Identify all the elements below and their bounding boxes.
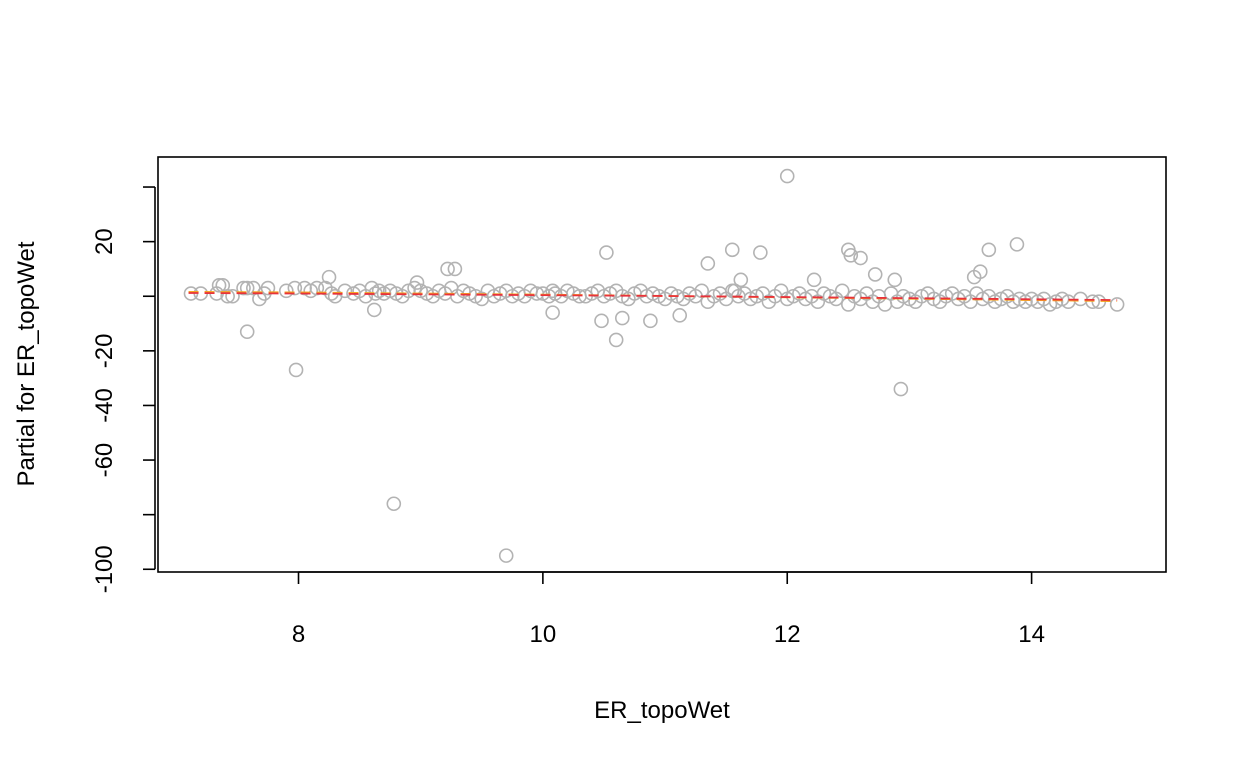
y-tick-label: -40 [91, 388, 118, 423]
data-point [337, 283, 353, 299]
points-layer [183, 168, 1125, 563]
data-point [1085, 294, 1100, 310]
data-point [779, 168, 795, 184]
data-point [614, 310, 630, 326]
data-point [981, 242, 997, 258]
data-point [724, 242, 740, 258]
data-point [288, 362, 304, 378]
data-point [733, 272, 749, 288]
y-tick-label: -20 [91, 334, 118, 369]
data-point [386, 496, 402, 512]
data-point [211, 278, 227, 293]
x-tick-label: 12 [774, 621, 801, 648]
x-tick-label: 10 [530, 621, 557, 648]
data-point [594, 313, 609, 329]
data-point [972, 264, 988, 279]
x-axis-title: ER_topoWet [594, 697, 730, 724]
x-tick-label: 14 [1018, 621, 1045, 648]
data-point [498, 548, 514, 563]
plot-frame [157, 156, 1167, 573]
y-tick-label: -60 [91, 443, 118, 478]
y-tick-label: -100 [91, 545, 118, 593]
data-point [834, 283, 850, 299]
data-point [447, 261, 463, 277]
data-point [366, 302, 382, 318]
data-point [252, 291, 267, 307]
data-point [599, 245, 614, 260]
data-point [321, 269, 337, 285]
x-axis: 8 10 12 14 [292, 571, 1045, 648]
data-point [608, 332, 624, 348]
data-point [887, 272, 903, 288]
data-point [309, 280, 325, 296]
data-point [409, 275, 425, 290]
data-point [545, 305, 560, 320]
data-point [1009, 237, 1025, 252]
data-point [1109, 297, 1125, 312]
data-point [236, 280, 251, 296]
data-point [853, 250, 868, 266]
y-axis-title: Partial for ER_topoWet [13, 241, 40, 486]
data-point [239, 280, 255, 296]
data-point [806, 272, 822, 288]
data-point [643, 313, 658, 329]
data-point [700, 256, 716, 271]
x-tick-label: 8 [292, 621, 305, 648]
fit-line [188, 292, 1118, 301]
data-point [893, 381, 909, 397]
y-axis: -100 -60 -40 -20 20 [91, 186, 156, 593]
data-point [672, 308, 688, 323]
data-point [753, 245, 768, 260]
data-point [843, 247, 859, 263]
data-point [440, 261, 455, 277]
data-point [867, 267, 883, 282]
fit-lines-layer [188, 290, 1118, 303]
data-point [260, 280, 276, 296]
data-point [278, 283, 294, 299]
data-point [239, 324, 255, 340]
y-tick-label: 20 [91, 228, 118, 255]
data-point [225, 288, 240, 304]
data-point [694, 283, 710, 299]
data-point [220, 288, 235, 304]
data-point [327, 288, 343, 304]
data-point [287, 280, 303, 296]
